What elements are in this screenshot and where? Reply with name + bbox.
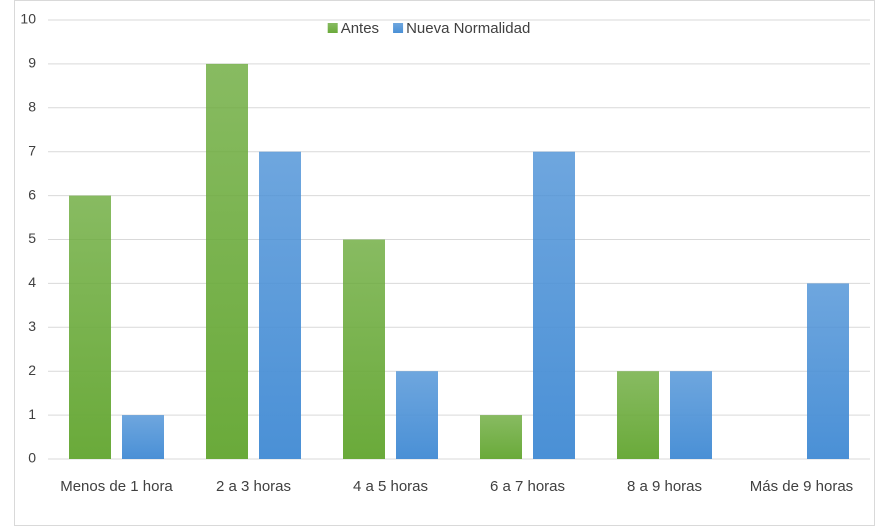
bar xyxy=(533,151,575,459)
legend-swatch xyxy=(327,23,338,33)
y-tick-label: 10 xyxy=(20,11,36,27)
y-tick-label: 3 xyxy=(28,318,36,334)
x-tick-label: 8 a 9 horas xyxy=(627,478,702,495)
bar xyxy=(396,371,438,459)
y-tick-label: 4 xyxy=(28,274,36,290)
bar xyxy=(343,239,385,459)
bar xyxy=(69,195,111,459)
y-tick-label: 1 xyxy=(28,406,36,422)
x-tick-label: 4 a 5 horas xyxy=(353,478,428,495)
x-tick-label: Más de 9 horas xyxy=(750,478,853,495)
bar xyxy=(670,371,712,459)
y-tick-label: 9 xyxy=(28,55,36,71)
y-tick-label: 6 xyxy=(28,186,36,202)
x-tick-label: 6 a 7 horas xyxy=(490,478,565,495)
bar xyxy=(259,151,301,459)
legend-label: Antes xyxy=(341,20,379,37)
bar xyxy=(807,283,849,459)
y-tick-label: 0 xyxy=(28,450,36,466)
y-tick-label: 2 xyxy=(28,362,36,378)
y-tick-label: 5 xyxy=(28,230,36,246)
bar xyxy=(617,371,659,459)
y-tick-label: 8 xyxy=(28,99,36,115)
bar xyxy=(206,63,248,460)
legend-swatch xyxy=(393,23,404,33)
legend-label: Nueva Normalidad xyxy=(406,20,530,37)
bar xyxy=(480,415,522,459)
x-tick-label: 2 a 3 horas xyxy=(216,478,291,495)
x-tick-label: Menos de 1 hora xyxy=(60,478,173,495)
y-tick-label: 7 xyxy=(28,142,36,158)
bar xyxy=(122,415,164,459)
